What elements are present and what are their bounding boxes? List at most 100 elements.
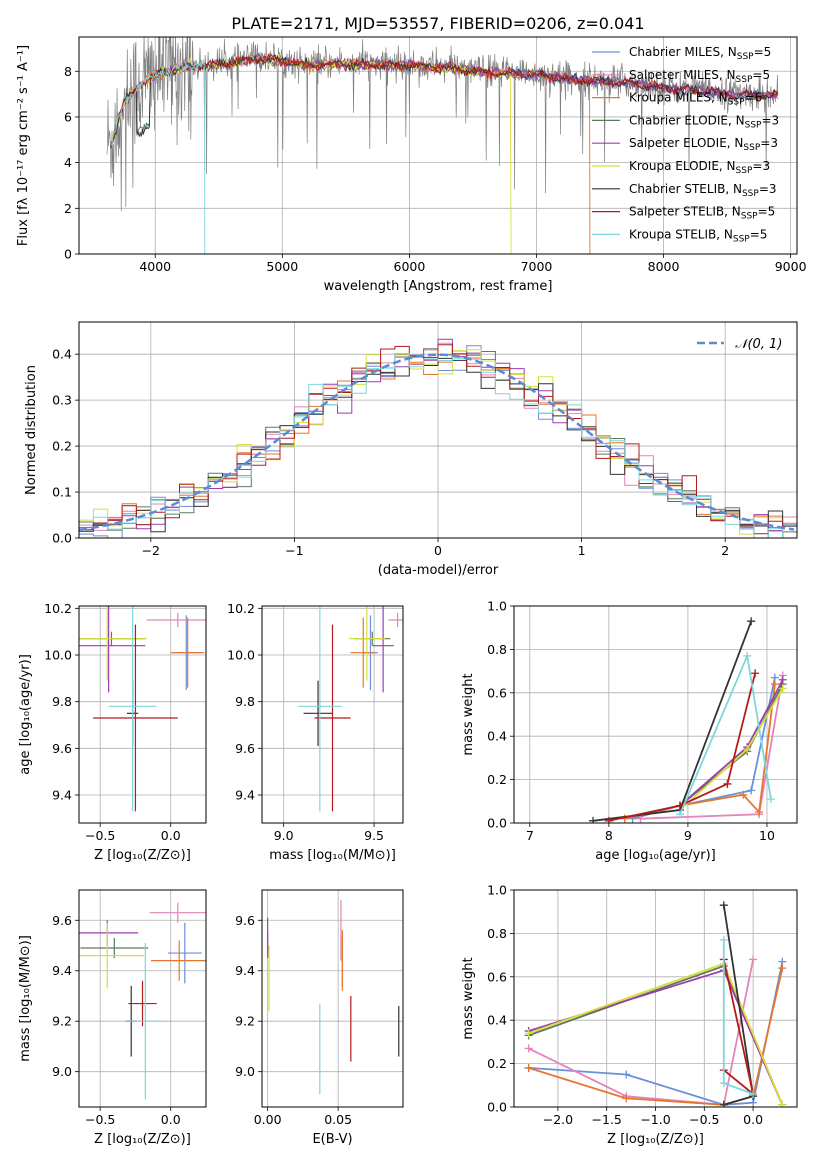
y-tick-label: 6	[64, 109, 72, 124]
errorbar-kroupa-stelib	[298, 606, 342, 812]
errorbar-salpeter-stelib	[128, 980, 157, 1027]
model-spectrum-salpeter-stelib	[110, 52, 779, 146]
weight-vs-Z-panel: −2.0 −1.5 −1.0 −0.5 0.0 0.0 0.2 0.4 0.6 0.8 1.0 Z […	[461, 883, 798, 1147]
x-tick-label: 0.00	[254, 1112, 282, 1127]
y-tick-label: 9.6	[235, 913, 255, 928]
y-tick-label: 2	[64, 201, 72, 216]
plot-frame	[261, 605, 404, 824]
weight-marker-salpeter-stelib	[676, 801, 685, 810]
model-spectrum-kroupa-stelib	[110, 58, 206, 254]
y-tick-label: 9.4	[52, 788, 72, 803]
x-tick-label: −1.5	[592, 1112, 622, 1127]
errorbar-chabrier-stelib	[303, 680, 333, 746]
weight-marker-chabrier-miles	[622, 1070, 631, 1079]
y-tick-label: 9.4	[235, 788, 255, 803]
errorbar-salpeter-elodie	[372, 606, 394, 693]
y-tick-label: 0.4	[487, 729, 507, 744]
y-axis-label: mass [log₁₀(M/M⊙)]	[18, 935, 33, 1062]
y-tick-label: 9.8	[52, 694, 72, 709]
y-tick-label: 9.2	[235, 1014, 255, 1029]
x-axis-label: mass [log₁₀(M/M⊙)]	[269, 848, 396, 863]
legend-entry: Chabrier ELODIE, NSSP=3	[629, 113, 779, 130]
weight-line-salpeter-stelib	[608, 673, 756, 822]
weight-marker-kroupa-miles	[770, 680, 779, 689]
figure-title: PLATE=2171, MJD=53557, FIBERID=0206, z=0…	[231, 14, 644, 33]
weight-marker-kroupa-stelib	[743, 651, 752, 660]
weight-marker-kroupa-stelib	[719, 935, 728, 944]
legend-entry: Salpeter MILES, NSSP=5	[629, 68, 770, 85]
errorbar-kroupa-elodie	[79, 606, 147, 681]
y-tick-label: 0.0	[52, 531, 72, 546]
x-axis-label: wavelength [Angstrom, rest frame]	[324, 279, 553, 294]
errorbar-salpeter-stelib	[93, 624, 178, 812]
y-axis-label: Flux [fλ 10⁻¹⁷ erg cm⁻² s⁻¹ A⁻¹]	[16, 45, 31, 246]
legend-entry: Chabrier MILES, NSSP=5	[629, 45, 771, 62]
plot-frame	[78, 321, 798, 539]
errorbar-chabrier-miles	[167, 922, 202, 984]
x-tick-label: 0.0	[161, 1112, 181, 1127]
errorbar-kroupa-miles	[350, 617, 376, 688]
y-tick-label: 9.0	[235, 1064, 255, 1079]
x-tick-label: 0	[434, 543, 442, 558]
y-tick-label: 0.2	[487, 1056, 507, 1071]
errorbar-chabrier-elodie	[80, 937, 149, 959]
weight-marker-chabrier-stelib	[589, 816, 598, 823]
histogram-kroupa-elodie	[79, 349, 797, 538]
y-tick-label: 10.2	[44, 601, 72, 616]
legend-entry: Kroupa STELIB, NSSP=5	[629, 227, 767, 244]
histogram-chabrier-stelib	[79, 356, 797, 533]
y-tick-label: 9.4	[235, 963, 255, 978]
weight-marker-kroupa-stelib	[676, 810, 685, 819]
weight-marker-salpeter-stelib	[751, 669, 760, 678]
weight-line-salpeter-miles	[528, 959, 754, 1106]
y-tick-label: 8	[64, 64, 72, 79]
x-tick-label: −0.5	[85, 828, 115, 843]
x-tick-label: 7	[526, 828, 534, 843]
residual-histogram-panel: −2 −1 0 1 2 0.0 0.1 0.2 0.3 0.4 (data-model)/error…	[24, 321, 798, 578]
x-tick-label: 10	[759, 828, 775, 843]
y-tick-label: 9.8	[235, 694, 255, 709]
errorbar-salpeter-miles	[149, 902, 206, 923]
y-axis-label: mass weight	[461, 957, 476, 1039]
weight-marker-salpeter-miles	[749, 955, 758, 964]
spectrum-legend: Chabrier MILES, NSSP=5 Salpeter MILES, NS…	[592, 45, 779, 244]
x-tick-label: 8	[605, 828, 613, 843]
y-tick-label: 10.2	[227, 601, 255, 616]
weight-marker-salpeter-miles	[524, 1044, 533, 1053]
y-tick-label: 9.0	[52, 1064, 72, 1079]
x-tick-label: −2.0	[543, 1112, 573, 1127]
x-axis-label: Z [log₁₀(Z/Z⊙)]	[607, 1132, 704, 1147]
legend-entry: Salpeter ELODIE, NSSP=3	[629, 136, 778, 153]
y-tick-label: 0.1	[52, 485, 72, 500]
weight-marker-kroupa-miles	[755, 808, 764, 817]
normal-reference-curve	[79, 353, 795, 532]
legend-entry: Chabrier STELIB, NSSP=3	[629, 182, 777, 199]
x-tick-label: −2	[142, 543, 160, 558]
plot-frame	[261, 889, 404, 1108]
x-tick-label: −1	[285, 543, 303, 558]
x-tick-label: −0.5	[85, 1112, 115, 1127]
model-spectrum-kroupa-elodie	[110, 53, 512, 254]
x-axis-label: E(B-V)	[312, 1132, 352, 1147]
weight-marker-kroupa-elodie	[743, 745, 752, 754]
weight-marker-chabrier-stelib	[719, 901, 728, 910]
weight-marker-chabrier-stelib	[747, 617, 756, 626]
y-tick-label: 0.2	[52, 439, 72, 454]
x-tick-label: 0.05	[324, 1112, 352, 1127]
errorbar-kroupa-stelib	[124, 942, 167, 1100]
errorbar-salpeter-stelib	[314, 624, 351, 812]
y-tick-label: 9.6	[52, 913, 72, 928]
y-tick-label: 0.2	[487, 772, 507, 787]
errorbar-kroupa-elodie	[79, 922, 144, 989]
y-axis-label: Normed distribution	[24, 365, 39, 495]
x-tick-label: 9000	[775, 259, 807, 274]
x-tick-label: 9	[684, 828, 692, 843]
weight-marker-kroupa-miles	[622, 1094, 631, 1103]
x-tick-label: 0.0	[743, 1112, 763, 1127]
x-tick-label: −1.0	[640, 1112, 670, 1127]
y-tick-label: 0.6	[487, 685, 507, 700]
age-vs-Z-panel: −0.5 0.0 9.4 9.6 9.8 10.0 10.2 Z [log₁₀(Z/Z⊙)] a…	[18, 601, 207, 863]
weight-marker-salpeter-elodie	[778, 675, 787, 684]
legend-entry: Kroupa MILES, NSSP=6	[629, 91, 762, 108]
x-tick-label: −0.5	[689, 1112, 719, 1127]
